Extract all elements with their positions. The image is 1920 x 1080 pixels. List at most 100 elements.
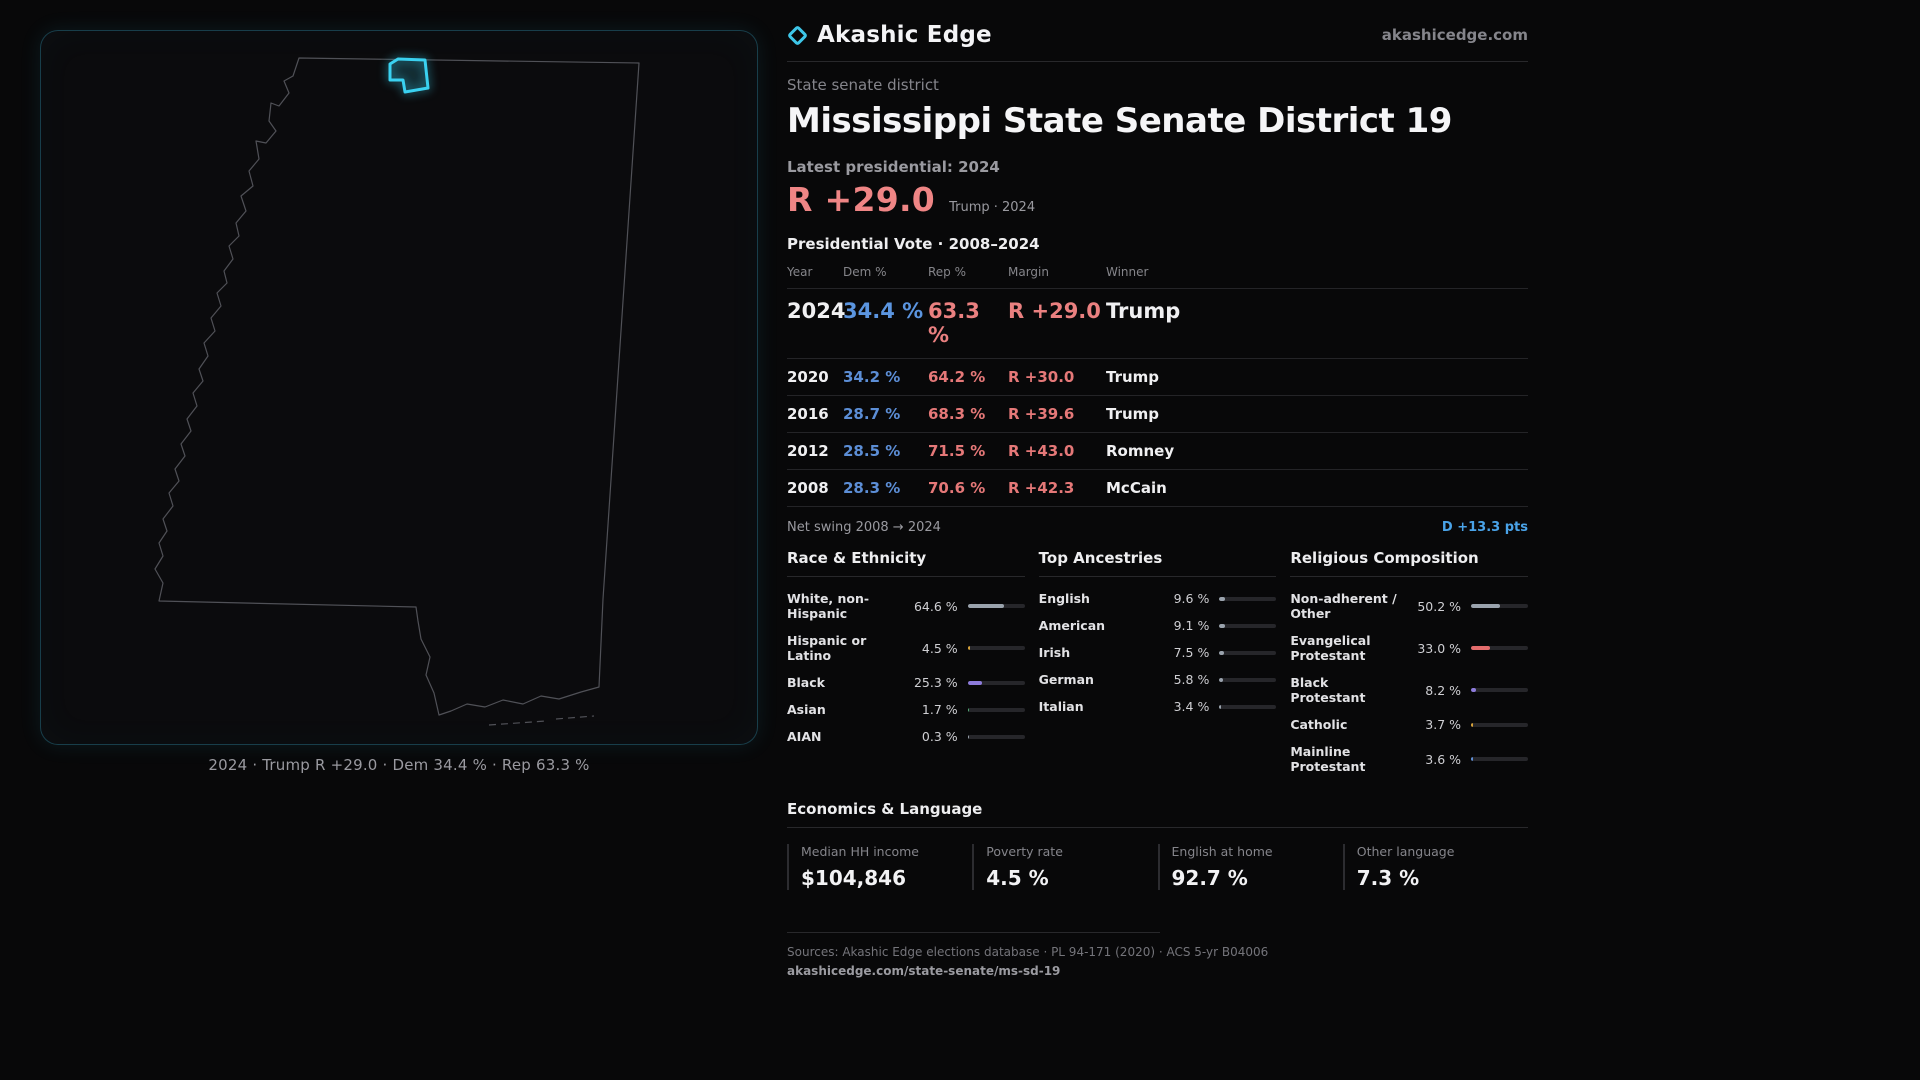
demo-label: Black Protestant xyxy=(1290,675,1366,706)
demo-row: Evangelical Protestant 33.0 % xyxy=(1290,627,1528,669)
latest-presidential-label: Latest presidential: 2024 xyxy=(787,158,1000,177)
margin-cell: R +30.0 xyxy=(1008,368,1075,387)
demo-bar xyxy=(1219,677,1277,682)
permalink[interactable]: akashicedge.com/state-senate/ms-sd-19 xyxy=(787,964,1061,979)
stat-value: 7.3 % xyxy=(1356,866,1420,891)
demo-label: Evangelical Protestant xyxy=(1290,633,1371,664)
demo-row: AIAN 0.3 % xyxy=(787,723,1025,750)
demo-row: American 9.1 % xyxy=(1039,612,1277,639)
demo-label: Hispanic or Latino xyxy=(787,633,867,664)
demo-value: 3.7 % xyxy=(1425,717,1461,733)
brand-name: Akashic Edge xyxy=(817,22,992,48)
demo-label: Black xyxy=(787,675,825,691)
margin-cell: R +39.6 xyxy=(1008,405,1075,424)
demo-label: Italian xyxy=(1038,699,1084,715)
demo-bar-fill xyxy=(967,707,969,712)
demo-label: White, non-Hispanic xyxy=(787,591,870,622)
margin-cell: R +43.0 xyxy=(1008,442,1075,461)
demo-value: 25.3 % xyxy=(913,675,958,691)
stat-label: Other language xyxy=(1356,844,1455,860)
brand-lockup: Akashic Edge xyxy=(786,22,992,48)
col-winner: Winner xyxy=(1106,265,1149,280)
demo-bar xyxy=(967,604,1025,609)
economics-title: Economics & Language xyxy=(787,800,1528,829)
winner-cell: Trump xyxy=(1106,299,1181,324)
demo-bar-fill xyxy=(967,604,1005,609)
demo-value: 3.4 % xyxy=(1173,699,1210,715)
barrier-islands-outline xyxy=(488,715,595,726)
rep-cell: 64.2 % xyxy=(928,368,986,387)
margin-cell: R +42.3 xyxy=(1008,479,1075,498)
demo-value: 3.6 % xyxy=(1425,751,1461,767)
demo-bar xyxy=(967,680,1025,685)
demo-bar xyxy=(1219,650,1277,655)
year-cell: 2020 xyxy=(787,368,829,387)
margin-cell: R +29.0 xyxy=(1008,299,1101,324)
demo-bar-fill xyxy=(1471,757,1474,762)
section-race-ethnicity: Race & Ethnicity White, non-Hispanic 64.… xyxy=(787,549,1025,780)
table-row: 2024 34.4 % 63.3 % R +29.0 Trump xyxy=(787,288,1528,358)
demo-label: Catholic xyxy=(1290,717,1348,733)
demo-bar-fill xyxy=(1219,623,1225,628)
demo-bar xyxy=(967,646,1025,651)
stat-poverty-rate: Poverty rate 4.5 % xyxy=(972,844,1157,891)
demo-bar-fill xyxy=(1471,722,1474,727)
table-row: 2020 34.2 % 64.2 % R +30.0 Trump xyxy=(787,358,1528,395)
demo-bar-fill xyxy=(1219,704,1222,709)
demo-bar xyxy=(967,734,1025,739)
page-title: Mississippi State Senate District 19 xyxy=(787,101,1452,141)
demo-bar xyxy=(1219,596,1277,601)
demo-bar xyxy=(1471,604,1528,609)
rep-cell: 71.5 % xyxy=(928,442,986,461)
demo-bar-fill xyxy=(1219,650,1224,655)
dem-cell: 34.2 % xyxy=(843,368,901,387)
demo-row: Hispanic or Latino 4.5 % xyxy=(787,627,1025,669)
col-margin: Margin xyxy=(1008,265,1049,280)
stat-other-language: Other language 7.3 % xyxy=(1342,844,1528,891)
demo-row: Non-adherent / Other 50.2 % xyxy=(1290,585,1528,627)
net-swing-label: Net swing 2008 → 2024 xyxy=(787,520,941,536)
demo-row: White, non-Hispanic 64.6 % xyxy=(787,585,1025,627)
col-rep: Rep % xyxy=(928,265,967,280)
rep-cell: 70.6 % xyxy=(928,479,986,498)
demo-row: Black 25.3 % xyxy=(787,669,1025,696)
year-cell: 2016 xyxy=(787,405,829,424)
brand-header: Akashic Edge akashicedge.com xyxy=(786,22,1528,62)
mississippi-map xyxy=(154,57,640,726)
map-caption: 2024 · Trump R +29.0 · Dem 34.4 % · Rep … xyxy=(208,756,590,774)
demo-row: Black Protestant 8.2 % xyxy=(1290,669,1528,711)
winner-cell: Romney xyxy=(1106,442,1175,461)
section-top-ancestries: Top Ancestries English 9.6 % American 9.… xyxy=(1038,549,1277,780)
detail-panel: Akashic Edge akashicedge.com State senat… xyxy=(786,22,1528,979)
dem-cell: 28.7 % xyxy=(843,405,901,424)
stat-label: Median HH income xyxy=(801,844,919,860)
sources-line: Sources: Akashic Edge elections database… xyxy=(787,945,1269,960)
demo-bar xyxy=(967,707,1025,712)
demo-label: English xyxy=(1038,591,1090,607)
demo-bar-fill xyxy=(1471,688,1476,693)
year-cell: 2024 xyxy=(787,299,846,324)
demo-value: 33.0 % xyxy=(1417,640,1461,656)
demo-label: Asian xyxy=(787,702,826,718)
district-19-shape[interactable] xyxy=(388,57,430,94)
brand-site-link[interactable]: akashicedge.com xyxy=(1381,26,1528,44)
headline-margin-note: Trump · 2024 xyxy=(949,200,1036,216)
demo-bar-fill xyxy=(1219,596,1225,601)
net-swing-row: Net swing 2008 → 2024 D +13.3 pts xyxy=(787,506,1528,535)
table-row: 2008 28.3 % 70.6 % R +42.3 McCain xyxy=(787,469,1528,506)
rep-cell: 68.3 % xyxy=(928,405,986,424)
table-row: 2012 28.5 % 71.5 % R +43.0 Romney xyxy=(787,432,1528,469)
demo-row: English 9.6 % xyxy=(1039,585,1277,612)
presidential-vote-table: Year Dem % Rep % Margin Winner 2024 34.4… xyxy=(787,261,1528,506)
year-cell: 2008 xyxy=(787,479,829,498)
demo-value: 4.5 % xyxy=(921,640,958,656)
demo-value: 5.8 % xyxy=(1173,672,1210,688)
section-religious-composition: Religious Composition Non-adherent / Oth… xyxy=(1290,549,1528,780)
winner-cell: Trump xyxy=(1106,405,1160,424)
demo-value: 9.1 % xyxy=(1173,618,1210,634)
demo-value: 50.2 % xyxy=(1417,598,1461,614)
demo-bar xyxy=(1471,688,1528,693)
dem-cell: 34.4 % xyxy=(843,299,924,324)
demo-label: AIAN xyxy=(787,729,822,745)
